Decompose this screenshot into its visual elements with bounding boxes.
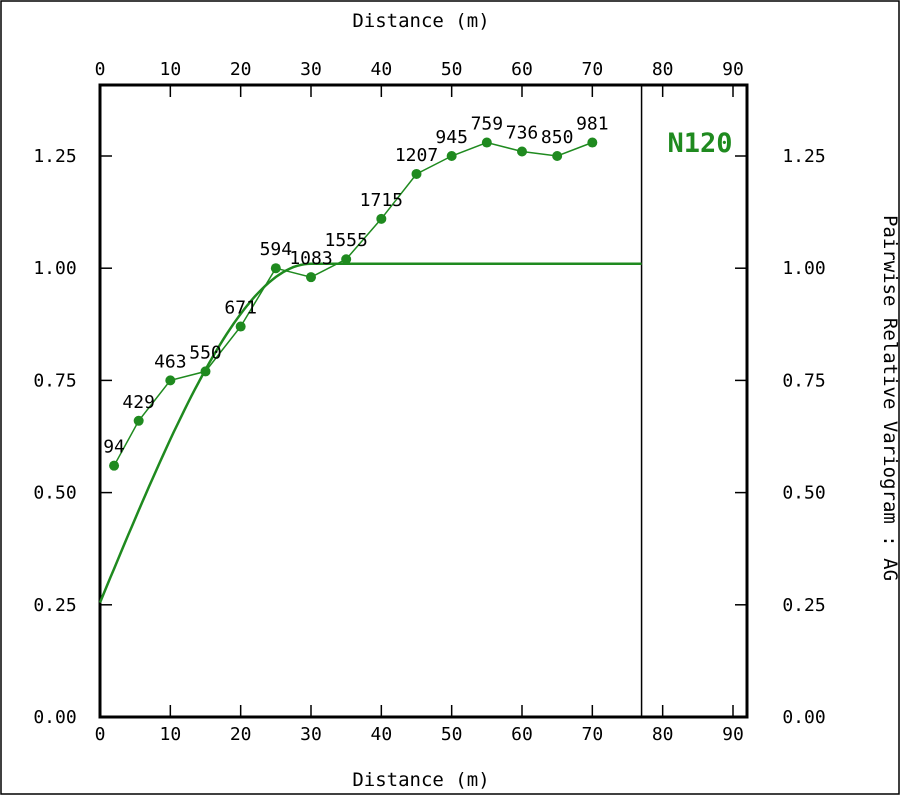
model-curve-layer [98, 262, 642, 604]
x-axis-title-top: Distance (m) [352, 10, 489, 32]
x-tick-label-top: 10 [159, 59, 181, 80]
data-point [517, 146, 527, 157]
data-point [376, 213, 387, 224]
y-tick-label-right: 1.25 [782, 146, 825, 167]
y-tick-label-left: 1.25 [33, 146, 76, 167]
y-axis-title: Pairwise Relative Variogram : AG [879, 215, 900, 581]
pair-count-label: 1715 [360, 190, 403, 211]
x-tick-label-bottom: 40 [370, 724, 392, 745]
x-tick-label-bottom: 60 [511, 724, 533, 745]
x-tick-label-bottom: 0 [95, 724, 106, 745]
data-point [270, 263, 281, 274]
y-tick-label-right: 1.00 [782, 258, 825, 279]
x-tick-label-bottom: 90 [722, 724, 744, 745]
data-point [109, 460, 120, 471]
pair-count-label: 981 [576, 114, 609, 135]
data-point [341, 254, 352, 265]
x-axis-title-bottom: Distance (m) [352, 769, 489, 791]
y-tick-label-right: 0.50 [782, 483, 825, 504]
y-tick-label-left: 0.00 [33, 707, 76, 728]
x-tick-label-top: 90 [722, 59, 744, 80]
data-point [306, 272, 316, 283]
x-tick-label-top: 50 [441, 59, 463, 80]
x-tick-label-bottom: 10 [159, 724, 181, 745]
data-point [133, 415, 144, 426]
x-tick-label-top: 80 [652, 59, 674, 80]
x-tick-label-bottom: 80 [652, 724, 674, 745]
pair-count-label: 736 [506, 123, 539, 144]
data-point [481, 137, 492, 148]
y-tick-label-right: 0.75 [782, 370, 825, 391]
pair-count-label: 429 [122, 392, 155, 413]
pair-count-label: 594 [260, 239, 293, 260]
x-tick-label-bottom: 20 [230, 724, 252, 745]
data-point [235, 321, 246, 332]
data-point [446, 151, 457, 161]
pair-count-label: 1555 [324, 230, 367, 251]
direction-label: N120 [667, 128, 732, 159]
data-point [411, 168, 422, 179]
y-tick-label-right: 0.25 [782, 595, 825, 616]
pair-count-label: 1207 [395, 145, 438, 166]
x-tick-label-top: 20 [230, 59, 252, 80]
x-tick-label-top: 60 [511, 59, 533, 80]
x-tick-label-top: 70 [581, 59, 603, 80]
pair-count-label: 550 [189, 342, 222, 363]
x-tick-label-bottom: 70 [581, 724, 603, 745]
plot-box [98, 83, 749, 719]
y-tick-label-left: 0.75 [33, 370, 76, 391]
x-tick-label-top: 40 [370, 59, 392, 80]
pair-count-label: 463 [154, 351, 187, 372]
axis-ticks: 0 0 10 10 20 20 30 30 40 40 50 50 60 60 70 70 80 80 90 90 0.… [33, 59, 825, 745]
y-tick-label-right: 0.00 [782, 707, 825, 728]
pair-count-label: 850 [541, 127, 574, 148]
y-tick-label-left: 0.50 [33, 483, 76, 504]
experimental-series-layer [109, 137, 598, 471]
model-curve [98, 262, 642, 604]
x-tick-label-top: 30 [300, 59, 322, 80]
x-tick-label-bottom: 30 [300, 724, 322, 745]
experimental-line [113, 141, 593, 467]
pair-count-label: 759 [471, 114, 504, 135]
y-tick-label-left: 0.25 [33, 595, 76, 616]
x-tick-label-bottom: 50 [441, 724, 463, 745]
x-tick-label-top: 0 [95, 59, 106, 80]
data-point [200, 366, 211, 377]
pair-count-label: 945 [435, 127, 468, 148]
y-tick-label-left: 1.00 [33, 258, 76, 279]
data-point [552, 151, 563, 161]
data-point [587, 137, 598, 148]
pair-count-label: 1083 [289, 248, 332, 269]
data-point [165, 375, 176, 386]
pair-count-label: 671 [224, 298, 257, 319]
pair-count-label: 94 [103, 437, 125, 458]
